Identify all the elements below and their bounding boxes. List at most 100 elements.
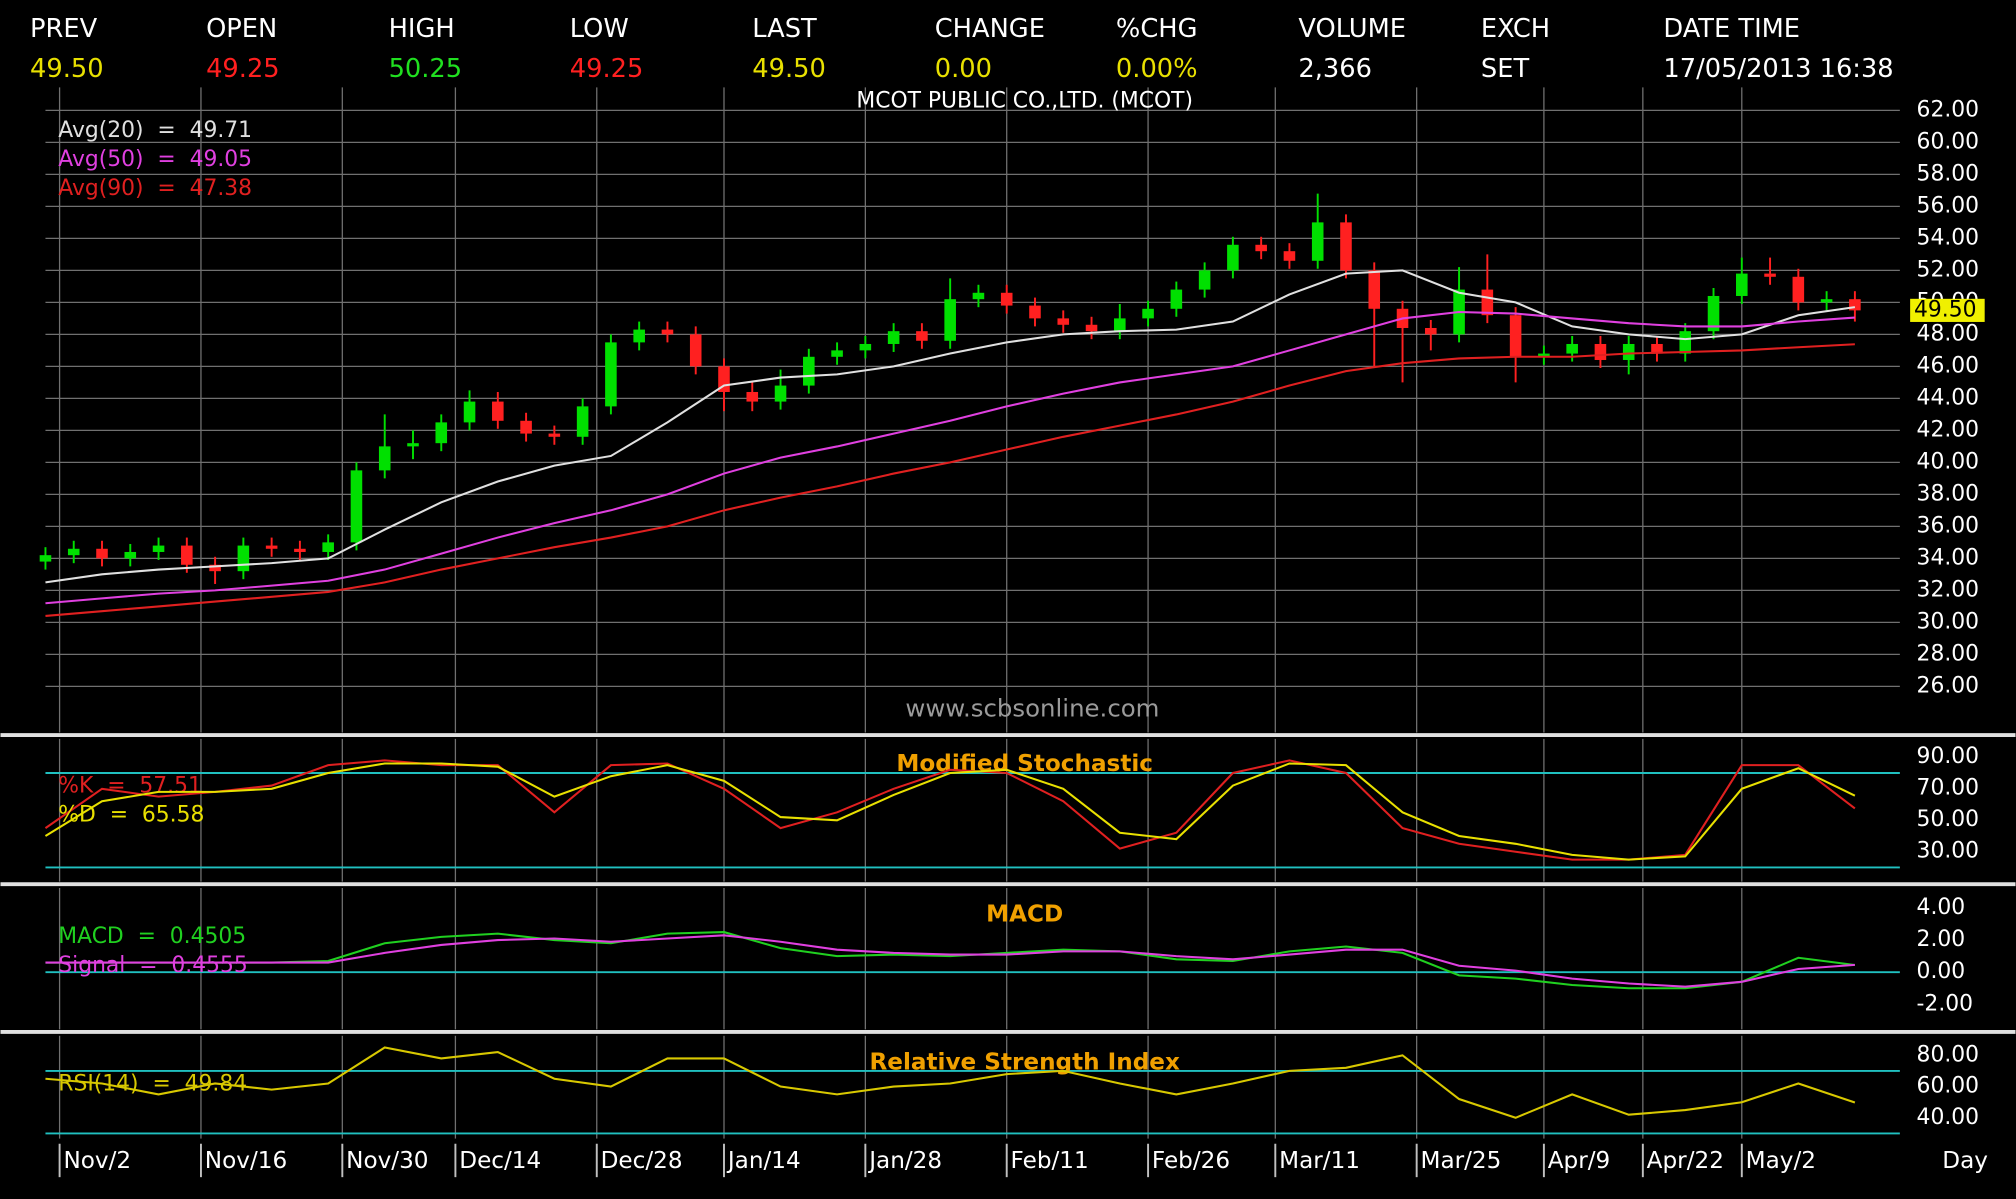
candle-body: [1340, 222, 1352, 271]
candle-body: [689, 334, 702, 367]
y-tick-label: 40.00: [1917, 449, 1980, 474]
candle-body: [1029, 305, 1041, 319]
field-value: 2,366: [1298, 54, 1372, 84]
candle-body: [859, 343, 872, 351]
candle-body: [378, 446, 391, 471]
candle-body: [322, 542, 334, 552]
y-tick-label: 26.00: [1917, 673, 1980, 698]
field-value: 49.50: [30, 54, 104, 84]
candle-body: [39, 555, 52, 562]
y-tick-label: 4.00: [1917, 895, 1966, 920]
x-tick-label: Mar/25: [1421, 1148, 1502, 1174]
candle-body: [1622, 343, 1635, 360]
candle-body: [1283, 251, 1296, 261]
last-price-label: 49.50: [1914, 297, 1977, 322]
field-label: EXCH: [1481, 14, 1550, 44]
indicator-line: [45, 1046, 1856, 1119]
y-tick-label: 44.00: [1917, 385, 1980, 410]
last-price-box: [1910, 298, 1985, 322]
x-tick-label: Jan/14: [726, 1148, 801, 1174]
candle-body: [1057, 318, 1070, 325]
indicator-line: [45, 934, 1855, 988]
legend-entry: %D = 65.58: [58, 802, 204, 827]
panel-title: Modified Stochastic: [896, 751, 1153, 777]
y-tick-label: 62.00: [1917, 97, 1980, 122]
x-tick-label: Feb/26: [1152, 1148, 1230, 1174]
panel-title: Relative Strength Index: [869, 1049, 1179, 1075]
x-tick-label: Mar/11: [1279, 1148, 1360, 1174]
field-value: 49.25: [570, 54, 644, 84]
x-tick-label: Nov/16: [205, 1148, 287, 1174]
candle-body: [1311, 222, 1324, 261]
candle-body: [1707, 295, 1720, 332]
candle-body: [774, 385, 787, 402]
field-label: DATE TIME: [1663, 14, 1800, 44]
indicator-line: [45, 931, 1856, 990]
y-tick-label: 52.00: [1917, 257, 1980, 282]
candle-body: [1085, 324, 1098, 332]
candle-body: [1594, 343, 1607, 360]
y-tick-label: 28.00: [1917, 641, 1980, 666]
candle-body: [1538, 353, 1550, 357]
y-tick-label: 50.00: [1917, 807, 1980, 832]
candle-body: [803, 356, 815, 386]
x-tick-label: May/2: [1746, 1148, 1816, 1174]
field-value: SET: [1481, 54, 1530, 84]
field-label: HIGH: [389, 14, 455, 44]
candle-body: [1481, 289, 1494, 316]
candle-body: [1736, 273, 1748, 296]
field-value: 50.25: [389, 54, 463, 84]
y-tick-label: 38.00: [1917, 481, 1980, 506]
y-tick-label: -2.00: [1917, 991, 1973, 1016]
candle-body: [1764, 273, 1776, 277]
x-tick-label: Dec/14: [459, 1148, 541, 1174]
panel-title: MCOT PUBLIC CO.,LTD. (MCOT): [856, 89, 1193, 114]
candle-body: [1000, 292, 1013, 306]
field-value: 49.50: [752, 54, 826, 84]
x-tick-label: Nov/30: [346, 1148, 428, 1174]
legend-entry: RSI(14) = 49.84: [58, 1072, 247, 1097]
legend-entry: MACD = 0.4505: [58, 924, 246, 949]
y-tick-label: 60.00: [1917, 129, 1980, 154]
legend-entry: Signal = 0.4555: [58, 953, 247, 978]
field-value: 0.00: [935, 54, 992, 84]
candle-body: [294, 548, 306, 552]
field-label: OPEN: [206, 14, 277, 44]
candle-body: [1170, 289, 1183, 309]
panel-title: MACD: [986, 901, 1063, 927]
x-tick-label: Apr/9: [1548, 1148, 1611, 1174]
candle-body: [1820, 299, 1833, 303]
field-label: LAST: [752, 14, 817, 44]
candle-body: [67, 548, 80, 556]
candle-body: [152, 545, 165, 552]
y-tick-label: 40.00: [1917, 1105, 1980, 1130]
candle-body: [887, 331, 900, 344]
y-tick-label: 46.00: [1917, 353, 1980, 378]
candle-body: [1142, 308, 1154, 319]
candle-body: [520, 420, 532, 434]
y-tick-label: 54.00: [1917, 225, 1980, 250]
watermark: www.scbsonline.com: [905, 693, 1159, 722]
candle-body: [831, 350, 843, 357]
candle-body: [746, 391, 759, 402]
field-value: 0.00%: [1116, 54, 1198, 84]
candle-body: [1509, 315, 1522, 357]
x-axis-label: Day: [1942, 1148, 1988, 1174]
candle-body: [181, 545, 193, 565]
field-label: PREV: [30, 14, 98, 44]
candle-body: [1679, 331, 1692, 354]
candle-body: [944, 299, 956, 341]
candle-body: [237, 545, 250, 572]
candle-body: [492, 401, 504, 421]
candle-body: [605, 342, 617, 407]
candle-body: [1368, 270, 1381, 309]
x-tick-label: Feb/11: [1011, 1148, 1089, 1174]
legend-entry: Avg(20) = 49.71: [58, 118, 252, 143]
chart-layer: PREV 49.50 OPEN 49.25 HIGH 50.25 LOW 49.25 LAST 4…: [0, 14, 2016, 1178]
y-tick-label: 70.00: [1917, 776, 1980, 801]
field-label: VOLUME: [1298, 14, 1406, 44]
indicator-line: [45, 310, 1855, 605]
candle-body: [1227, 244, 1239, 271]
candle-body: [1651, 343, 1663, 354]
field-label: %CHG: [1116, 14, 1198, 44]
